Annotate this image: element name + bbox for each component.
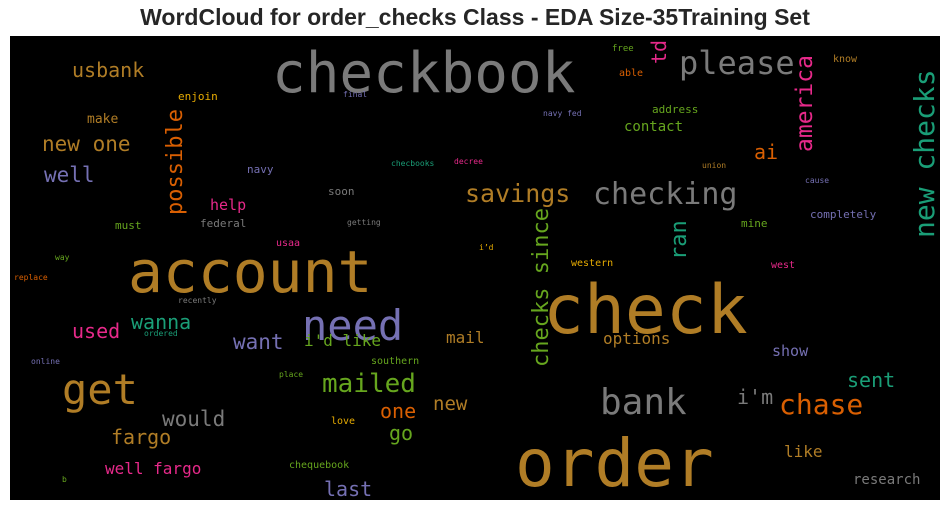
word-west: west <box>771 260 795 271</box>
word-checkbook: checkbook <box>272 41 575 106</box>
word-need: need <box>302 301 403 350</box>
word-last: last <box>324 477 372 501</box>
word-online: online <box>31 357 60 366</box>
word-ran: ran <box>667 220 692 260</box>
word-savings: savings <box>465 179 570 208</box>
word-love: love <box>331 416 355 427</box>
word-know: know <box>833 54 858 65</box>
word-decree: decree <box>454 157 483 166</box>
word-federal: federal <box>200 217 246 230</box>
word-new: new <box>433 393 468 415</box>
word-union: union <box>702 161 726 170</box>
word-b: b <box>62 475 67 484</box>
word-place: place <box>279 370 303 379</box>
word-i-m: i'm <box>737 385 773 409</box>
word-free: free <box>612 44 634 54</box>
wordcloud-background <box>10 36 940 500</box>
word-check: check <box>543 271 748 350</box>
word-usaa: usaa <box>276 238 300 249</box>
word-mail: mail <box>446 328 485 347</box>
word-sent: sent <box>847 368 895 392</box>
word-address: address <box>652 103 698 116</box>
word-usbank: usbank <box>72 58 144 82</box>
word-contact: contact <box>624 119 683 135</box>
word-make: make <box>87 112 118 127</box>
word-go: go <box>389 421 413 445</box>
word-td: td <box>647 40 671 64</box>
word-final: final <box>343 90 367 99</box>
word-i-d-like: i'd like <box>304 331 381 350</box>
word-checks-since: checks since <box>529 208 554 367</box>
word-recently: recently <box>178 296 217 305</box>
word-want: want <box>233 330 284 354</box>
word-southern: southern <box>371 356 419 367</box>
word-ai: ai <box>754 140 778 164</box>
word-navy: navy <box>247 163 274 176</box>
word-would: would <box>162 407 225 431</box>
word-ordered: ordered <box>144 329 178 338</box>
word-research: research <box>853 472 920 488</box>
word-mailed: mailed <box>322 369 416 399</box>
word-get: get <box>62 365 138 414</box>
word-able: able <box>619 68 643 79</box>
word-possible: possible <box>163 109 188 215</box>
word-like: like <box>784 442 823 461</box>
word-checking: checking <box>593 177 738 212</box>
word-bank: bank <box>600 382 687 423</box>
word-show: show <box>772 342 809 360</box>
word-options: options <box>603 329 670 348</box>
word-replace: replace <box>14 273 48 282</box>
word-fargo: fargo <box>111 425 171 449</box>
wordcloud-words: checkbook account check order need get bank new… <box>14 40 941 502</box>
word-western: western <box>571 258 613 269</box>
word-well: well <box>44 163 95 187</box>
word-getting: getting <box>347 218 381 227</box>
word-mine: mine <box>741 217 768 230</box>
word-used: used <box>72 319 120 343</box>
word-chequebook: chequebook <box>289 460 349 471</box>
chart-title: WordCloud for order_checks Class - EDA S… <box>140 4 810 30</box>
word-navy-fed: navy fed <box>543 109 582 118</box>
word-help: help <box>210 196 246 214</box>
word-must: must <box>115 219 142 232</box>
word-i-d: i’d <box>479 243 494 252</box>
word-way: way <box>55 253 70 262</box>
word-checbooks: checbooks <box>391 159 435 168</box>
word-please: please <box>679 44 795 82</box>
word-new-one: new one <box>42 132 131 156</box>
word-enjoin: enjoin <box>178 90 218 103</box>
word-new-checks: new checks <box>908 69 941 238</box>
word-account: account <box>128 238 372 306</box>
word-cause: cause <box>805 176 829 185</box>
word-wanna: wanna <box>131 310 191 334</box>
word-soon: soon <box>328 185 355 198</box>
word-completely: completely <box>810 208 877 221</box>
word-order: order <box>515 425 714 502</box>
word-chase: chase <box>779 388 863 421</box>
word-well-fargo: well fargo <box>105 459 201 478</box>
word-america: america <box>792 55 818 152</box>
word-one: one <box>380 399 416 423</box>
